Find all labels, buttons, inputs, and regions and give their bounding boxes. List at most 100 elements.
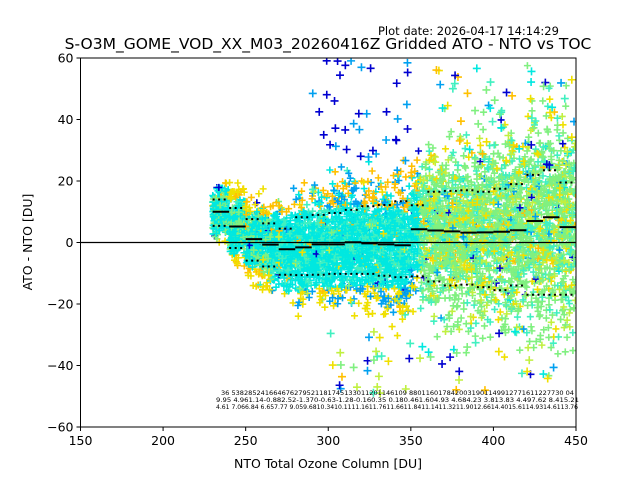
scatter-point — [395, 262, 403, 270]
scatter-point — [358, 275, 366, 283]
scatter-point — [367, 292, 375, 300]
scatter-point — [242, 202, 250, 210]
scatter-point — [417, 304, 425, 312]
scatter-point — [264, 228, 272, 236]
scatter-point — [338, 215, 346, 223]
scatter-point — [315, 201, 323, 209]
scatter-point — [471, 332, 479, 340]
scatter-point — [321, 275, 329, 283]
scatter-point — [355, 299, 363, 307]
scatter-point — [390, 285, 398, 293]
scatter-point — [391, 219, 399, 227]
scatter-point — [328, 276, 336, 284]
scatter-point — [295, 191, 303, 199]
scatter-point — [292, 195, 300, 203]
scatter-point — [457, 314, 465, 322]
scatter-point — [401, 260, 409, 268]
scatter-point — [375, 228, 383, 236]
scatter-point — [361, 227, 369, 235]
scatter-point — [425, 165, 433, 173]
scatter-point — [349, 273, 357, 281]
scatter-point — [329, 200, 337, 208]
scatter-point — [234, 179, 242, 187]
scatter-point — [309, 223, 317, 231]
scatter-point — [301, 273, 309, 281]
scatter-point — [292, 235, 300, 243]
scatter-point — [215, 183, 223, 191]
scatter-point — [264, 262, 272, 270]
scatter-point — [379, 230, 387, 238]
scatter-point — [494, 149, 502, 157]
scatter-point — [377, 183, 385, 191]
scatter-point — [374, 294, 382, 302]
scatter-point — [251, 201, 259, 209]
scatter-point — [252, 240, 260, 248]
scatter-point — [386, 225, 394, 233]
scatter-point — [357, 248, 365, 256]
scatter-point — [381, 310, 389, 318]
scatter-point — [281, 290, 289, 298]
scatter-point — [318, 250, 326, 258]
scatter-point — [364, 310, 372, 318]
scatter-point — [216, 216, 224, 224]
scatter-point — [357, 258, 365, 266]
scatter-point — [338, 294, 346, 302]
scatter-point — [400, 233, 408, 241]
scatter-point — [273, 215, 281, 223]
scatter-point — [329, 180, 337, 188]
scatter-point — [296, 217, 304, 225]
scatter-point — [501, 353, 509, 361]
scatter-point — [226, 179, 234, 187]
scatter-point — [265, 271, 273, 279]
scatter-point — [295, 298, 303, 306]
scatter-point — [266, 275, 274, 283]
scatter-point — [370, 189, 378, 197]
scatter-point — [329, 294, 337, 302]
scatter-point — [358, 234, 366, 242]
scatter-point — [343, 182, 351, 190]
scatter-point — [302, 224, 310, 232]
scatter-point — [377, 300, 385, 308]
scatter-point — [343, 231, 351, 239]
scatter-point — [297, 204, 305, 212]
scatter-point — [259, 286, 267, 294]
scatter-point — [280, 216, 288, 224]
scatter-point — [395, 218, 403, 226]
scatter-point — [296, 226, 304, 234]
scatter-point — [275, 267, 283, 275]
scatter-point — [309, 185, 317, 193]
scatter-point — [333, 285, 341, 293]
scatter-point — [364, 177, 372, 185]
scatter-point — [298, 187, 306, 195]
scatter-point — [333, 213, 341, 221]
scatter-point — [399, 209, 407, 217]
scatter-point — [349, 247, 357, 255]
scatter-point — [300, 179, 308, 187]
scatter-point — [278, 254, 286, 262]
scatter-point — [516, 346, 524, 354]
scatter-point — [303, 290, 311, 298]
scatter-point — [528, 107, 536, 115]
scatter-point — [283, 283, 291, 291]
scatter-point — [413, 156, 421, 164]
scatter-point — [333, 182, 341, 190]
scatter-point — [430, 312, 438, 320]
scatter-point — [244, 271, 252, 279]
scatter-point — [376, 248, 384, 256]
scatter-point — [255, 244, 263, 252]
scatter-point — [372, 150, 380, 158]
scatter-point — [328, 192, 336, 200]
scatter-point — [235, 243, 243, 251]
scatter-point — [311, 181, 319, 189]
scatter-point — [235, 208, 243, 216]
scatter-point — [330, 247, 338, 255]
scatter-point — [391, 266, 399, 274]
scatter-point — [326, 264, 334, 272]
scatter-point — [377, 265, 385, 273]
scatter-point — [526, 313, 534, 321]
scatter-point — [374, 215, 382, 223]
scatter-point — [268, 252, 276, 260]
scatter-point — [346, 258, 354, 266]
scatter-point — [380, 225, 388, 233]
